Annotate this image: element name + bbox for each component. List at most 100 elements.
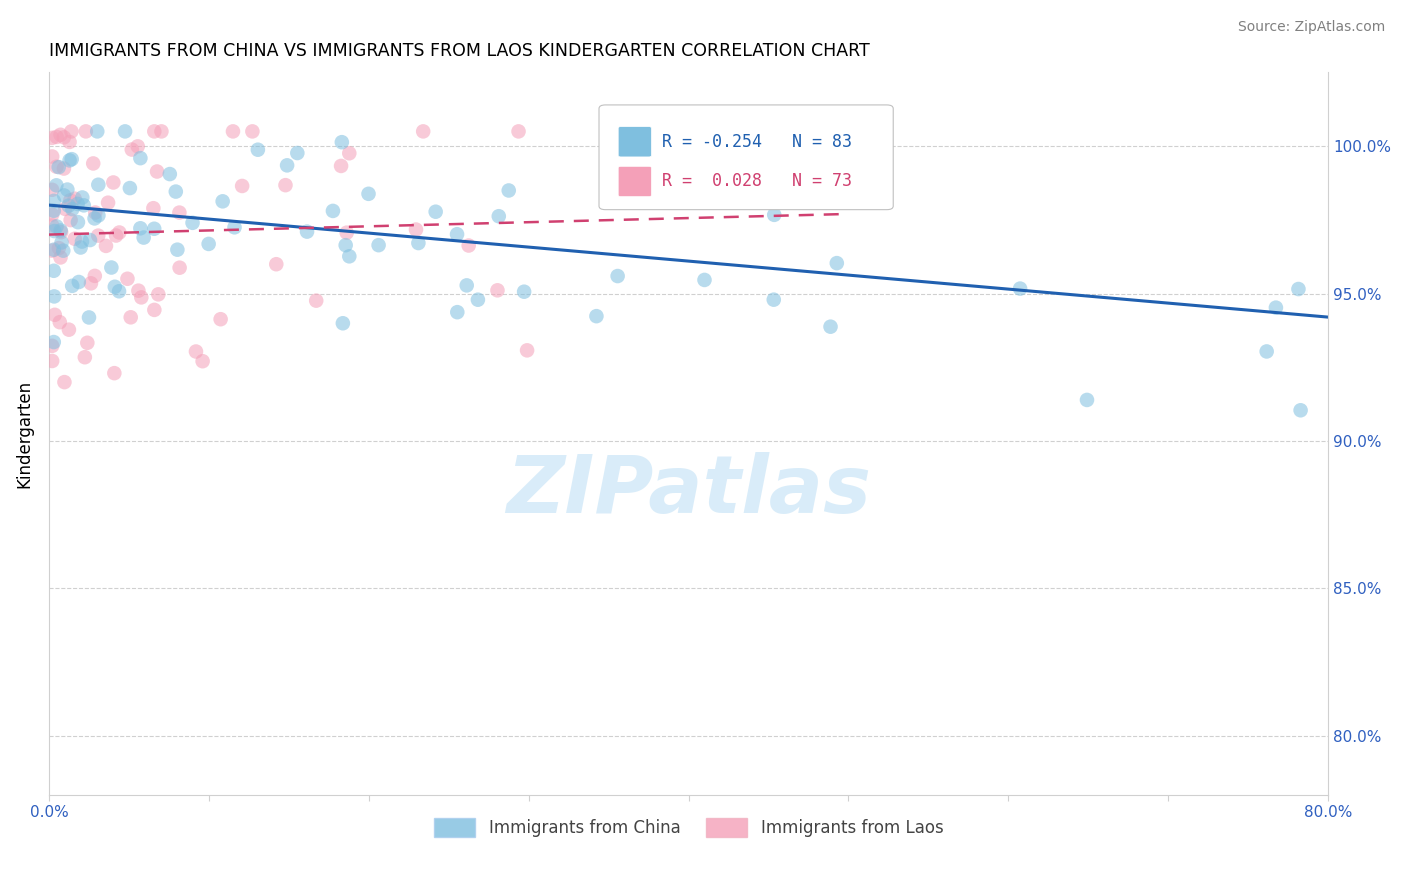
Point [165,185,187,199]
Point [295,225,318,239]
Point [60,124,83,138]
Point [41,183,63,197]
Point [84,205,107,219]
Point [585,309,607,323]
Point [120,310,142,325]
Point [678,149,700,163]
Point [79,233,101,247]
Point [1289,403,1312,417]
Point [63,232,86,246]
Point [44,289,66,303]
Point [52,130,75,145]
Point [94,239,117,253]
Point [117,272,139,286]
Point [49,225,72,239]
Point [337,146,360,161]
Point [467,293,489,307]
Point [276,158,298,172]
Point [129,151,152,165]
Point [332,316,354,330]
Point [73,350,96,364]
Point [209,312,232,326]
Point [488,209,510,223]
Point [405,222,427,236]
Point [108,285,131,299]
Point [69,240,91,254]
Point [166,243,188,257]
Point [127,139,149,153]
Point [41,219,63,233]
Point [58,323,80,337]
Point [49,128,72,142]
Point [357,186,380,201]
Point [80,277,103,291]
Point [330,159,353,173]
FancyBboxPatch shape [599,105,893,210]
Point [58,153,80,168]
Point [105,228,128,243]
Point [114,124,136,138]
Point [222,124,245,138]
Point [77,310,100,325]
Point [53,375,76,389]
Point [1010,282,1032,296]
Text: Source: ZipAtlas.com: Source: ZipAtlas.com [1237,20,1385,34]
Point [516,343,538,358]
Point [457,238,479,252]
Point [60,278,83,293]
Point [191,354,214,368]
Text: ZIPatlas: ZIPatlas [506,452,872,531]
Point [246,143,269,157]
Point [52,244,75,258]
Point [44,308,66,322]
Point [42,264,65,278]
Point [83,211,105,226]
Point [763,208,786,222]
Point [127,284,149,298]
Point [42,194,65,208]
Point [285,146,308,161]
Point [446,227,468,242]
Point [446,305,468,319]
Point [143,221,166,235]
Point [367,238,389,252]
Point [42,243,65,257]
Point [412,124,434,138]
Point [45,130,67,145]
Point [58,135,80,149]
Point [169,260,191,275]
Point [87,209,110,223]
Point [1288,282,1310,296]
Point [49,315,72,329]
Point [103,176,125,190]
Point [305,293,328,308]
Point [63,192,86,206]
Point [59,213,82,227]
Point [66,197,89,211]
Text: R =  0.028   N = 73: R = 0.028 N = 73 [662,172,852,191]
Point [53,188,76,202]
Point [606,268,628,283]
Point [100,260,122,275]
Point [336,226,359,240]
Point [408,235,430,250]
Point [86,124,108,138]
Point [129,221,152,235]
Point [242,124,264,138]
Point [762,293,785,307]
Point [693,273,716,287]
Point [211,194,233,209]
Point [231,178,253,193]
Point [1264,301,1286,315]
Point [49,251,72,265]
Point [103,366,125,380]
Point [131,290,153,304]
Point [1076,392,1098,407]
Point [132,230,155,244]
Point [72,190,94,204]
Point [337,249,360,263]
Point [322,203,344,218]
Point [66,215,89,229]
Point [87,228,110,243]
Point [45,178,67,193]
